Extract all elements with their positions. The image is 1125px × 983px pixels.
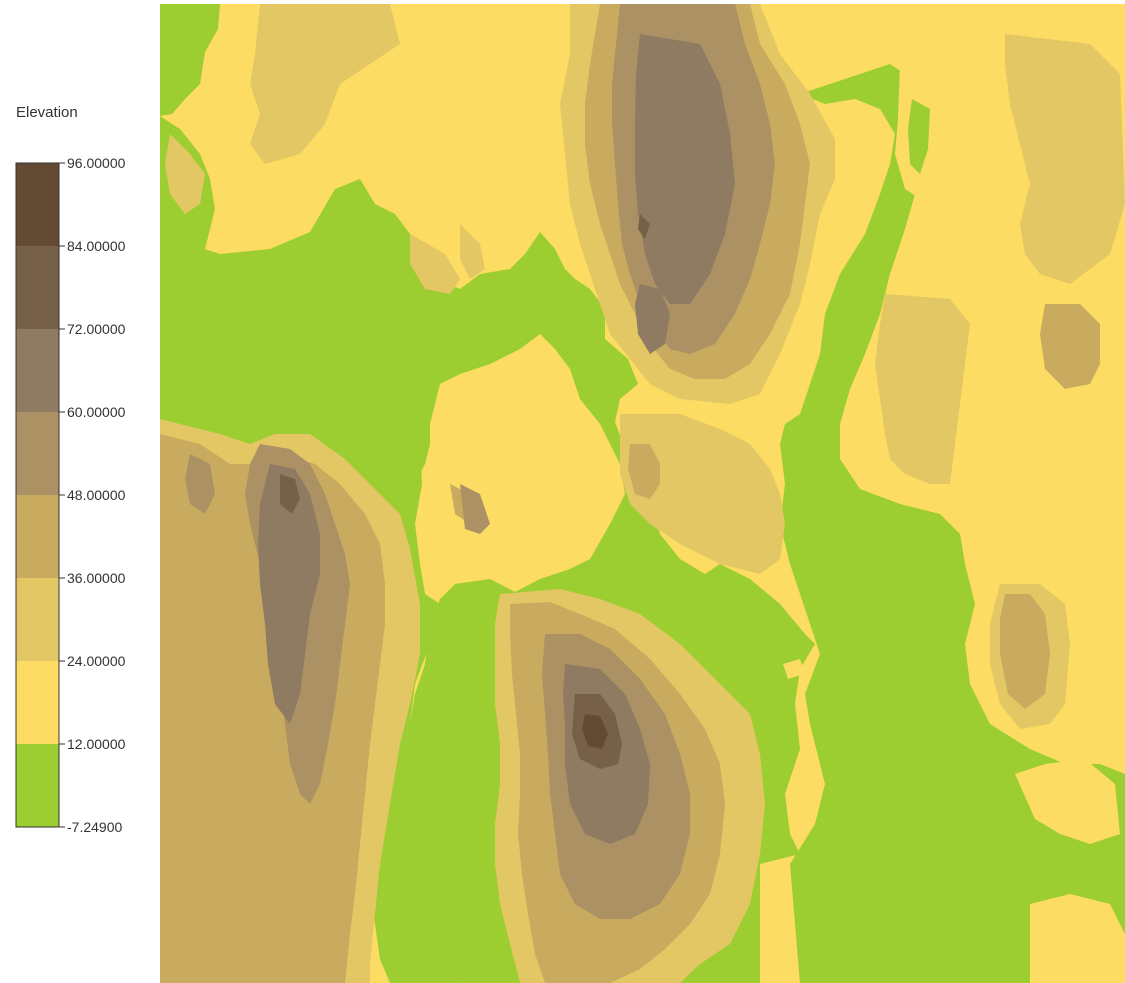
- legend-swatch: [16, 744, 59, 827]
- legend-color-scale: 96.00000 84.00000 72.00000 60.00000 48.00000…: [15, 155, 126, 835]
- legend-title: Elevation: [16, 104, 78, 121]
- legend-tick-label: 60.00000: [67, 404, 126, 420]
- legend-tick-label: 36.00000: [67, 570, 126, 586]
- class-84-96: [582, 714, 608, 749]
- legend-tick-label: -7.24900: [67, 819, 122, 835]
- legend-swatch: [16, 246, 59, 329]
- legend-swatch: [16, 329, 59, 412]
- legend-tick-label: 72.00000: [67, 321, 126, 337]
- legend-swatch: [16, 163, 59, 246]
- legend-tick-label: 84.00000: [67, 238, 126, 254]
- legend-tick-label: 96.00000: [67, 155, 126, 171]
- legend-swatch: [16, 578, 59, 661]
- legend-tick-label: 48.00000: [67, 487, 126, 503]
- legend-tick-label: 12.00000: [67, 736, 126, 752]
- legend-swatch: [16, 661, 59, 744]
- elevation-map[interactable]: [160, 4, 1125, 983]
- legend-swatch: [16, 495, 59, 578]
- legend-tick-label: 24.00000: [67, 653, 126, 669]
- elevation-raster[interactable]: [160, 4, 1125, 983]
- legend-swatch: [16, 412, 59, 495]
- legend: Elevation 96.00000 84.00000 72.00000 60.000…: [0, 0, 160, 983]
